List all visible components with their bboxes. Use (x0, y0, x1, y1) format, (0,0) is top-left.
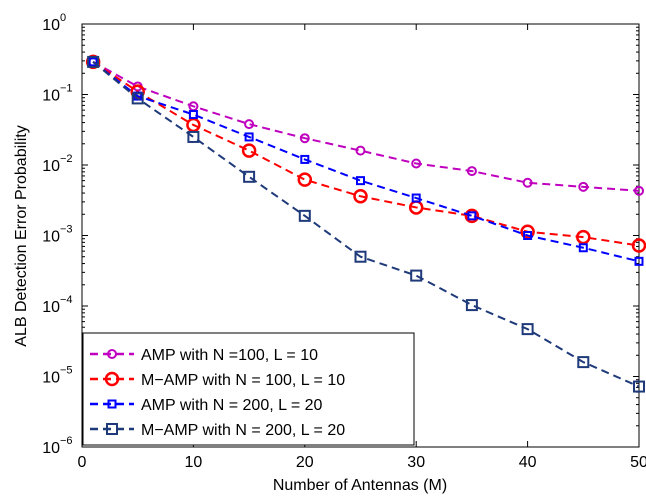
y-tick-label: 10 (42, 299, 60, 316)
x-tick-label: 30 (407, 454, 425, 471)
data-point (411, 158, 422, 169)
data-point (188, 110, 198, 120)
data-point (88, 57, 98, 67)
data-point (244, 132, 254, 142)
data-point (633, 380, 645, 393)
data-point (465, 299, 478, 312)
data-point (466, 166, 477, 177)
y-tick-base: 10 (42, 229, 60, 246)
data-point (634, 256, 644, 266)
data-point (298, 209, 311, 222)
x-tick-label: 40 (519, 454, 537, 471)
series (85, 54, 646, 253)
legend-entry: AMP with N =100, L = 10 (90, 347, 318, 364)
series-line (92, 61, 640, 388)
data-point (520, 224, 535, 240)
data-point (297, 172, 313, 187)
data-point (631, 238, 646, 253)
legend-label: M−AMP with N = 200, L = 20 (141, 422, 345, 439)
y-axis-label: ALB Detection Error Probability (13, 125, 30, 346)
data-point (577, 356, 590, 369)
legend-entry: AMP with N = 200, L = 20 (90, 397, 323, 414)
y-tick-base: 10 (42, 17, 60, 34)
data-point (467, 211, 477, 221)
data-point (521, 323, 534, 336)
x-tick-label: 0 (78, 454, 87, 471)
data-point (241, 143, 257, 158)
data-point (107, 349, 117, 359)
data-point (353, 189, 368, 204)
y-tick-base: 10 (42, 299, 60, 316)
data-point (411, 193, 421, 203)
data-point (131, 92, 144, 105)
data-point (576, 229, 591, 245)
series (87, 55, 645, 393)
y-tick-label: 10 (42, 17, 60, 34)
data-point (87, 55, 100, 68)
series-line (92, 61, 640, 247)
y-tick-base: 10 (42, 158, 60, 175)
y-tick-base: 10 (42, 440, 60, 457)
y-tick-exponent: −3 (60, 224, 73, 236)
y-tick-label: 10 (42, 229, 60, 246)
y-tick-base: 10 (42, 370, 60, 387)
y-tick-exponent: 0 (60, 12, 66, 24)
data-point (522, 177, 533, 188)
y-tick-label: 10 (42, 370, 60, 387)
series (88, 56, 644, 196)
y-tick-label: 10 (42, 158, 60, 175)
y-tick-label: 10 (42, 88, 60, 105)
data-point (244, 119, 255, 130)
legend-entry: M−AMP with N = 200, L = 20 (90, 422, 345, 439)
x-axis-label: Number of Antennas (M) (273, 477, 447, 494)
data-point (104, 371, 120, 387)
data-point (634, 185, 644, 196)
legend-box (82, 332, 415, 446)
data-point (187, 130, 200, 143)
data-point (243, 170, 256, 183)
data-point (578, 181, 589, 192)
x-tick-label: 50 (630, 454, 646, 471)
series-line (92, 61, 640, 263)
data-point (299, 133, 310, 144)
legend-label: M−AMP with N = 100, L = 10 (141, 372, 345, 389)
data-point (464, 208, 480, 224)
legend: AMP with N =100, L = 10 M−AMP with N = 10… (82, 332, 415, 446)
data-point (106, 423, 118, 435)
data-point (300, 154, 310, 164)
y-tick-exponent: −2 (60, 153, 73, 165)
data-point (107, 399, 117, 409)
legend-label: AMP with N =100, L = 10 (141, 347, 318, 364)
x-tick-label: 10 (185, 454, 203, 471)
data-point (354, 250, 367, 263)
x-tick-label: 20 (296, 454, 314, 471)
series-layer (85, 54, 646, 393)
y-tick-base: 10 (42, 88, 60, 105)
series-line (92, 61, 640, 192)
y-tick-exponent: −6 (60, 435, 73, 447)
y-tick-label: 10 (42, 440, 60, 457)
data-point (355, 145, 366, 156)
y-tick-exponent: −4 (60, 294, 73, 306)
data-point (523, 231, 533, 240)
y-tick-exponent: −1 (60, 83, 73, 95)
legend-label: AMP with N = 200, L = 20 (141, 397, 323, 414)
y-tick-exponent: −5 (60, 365, 73, 377)
data-point (356, 176, 365, 186)
legend-entry: M−AMP with N = 100, L = 10 (90, 371, 345, 389)
data-point (410, 269, 423, 282)
data-point (578, 243, 588, 253)
